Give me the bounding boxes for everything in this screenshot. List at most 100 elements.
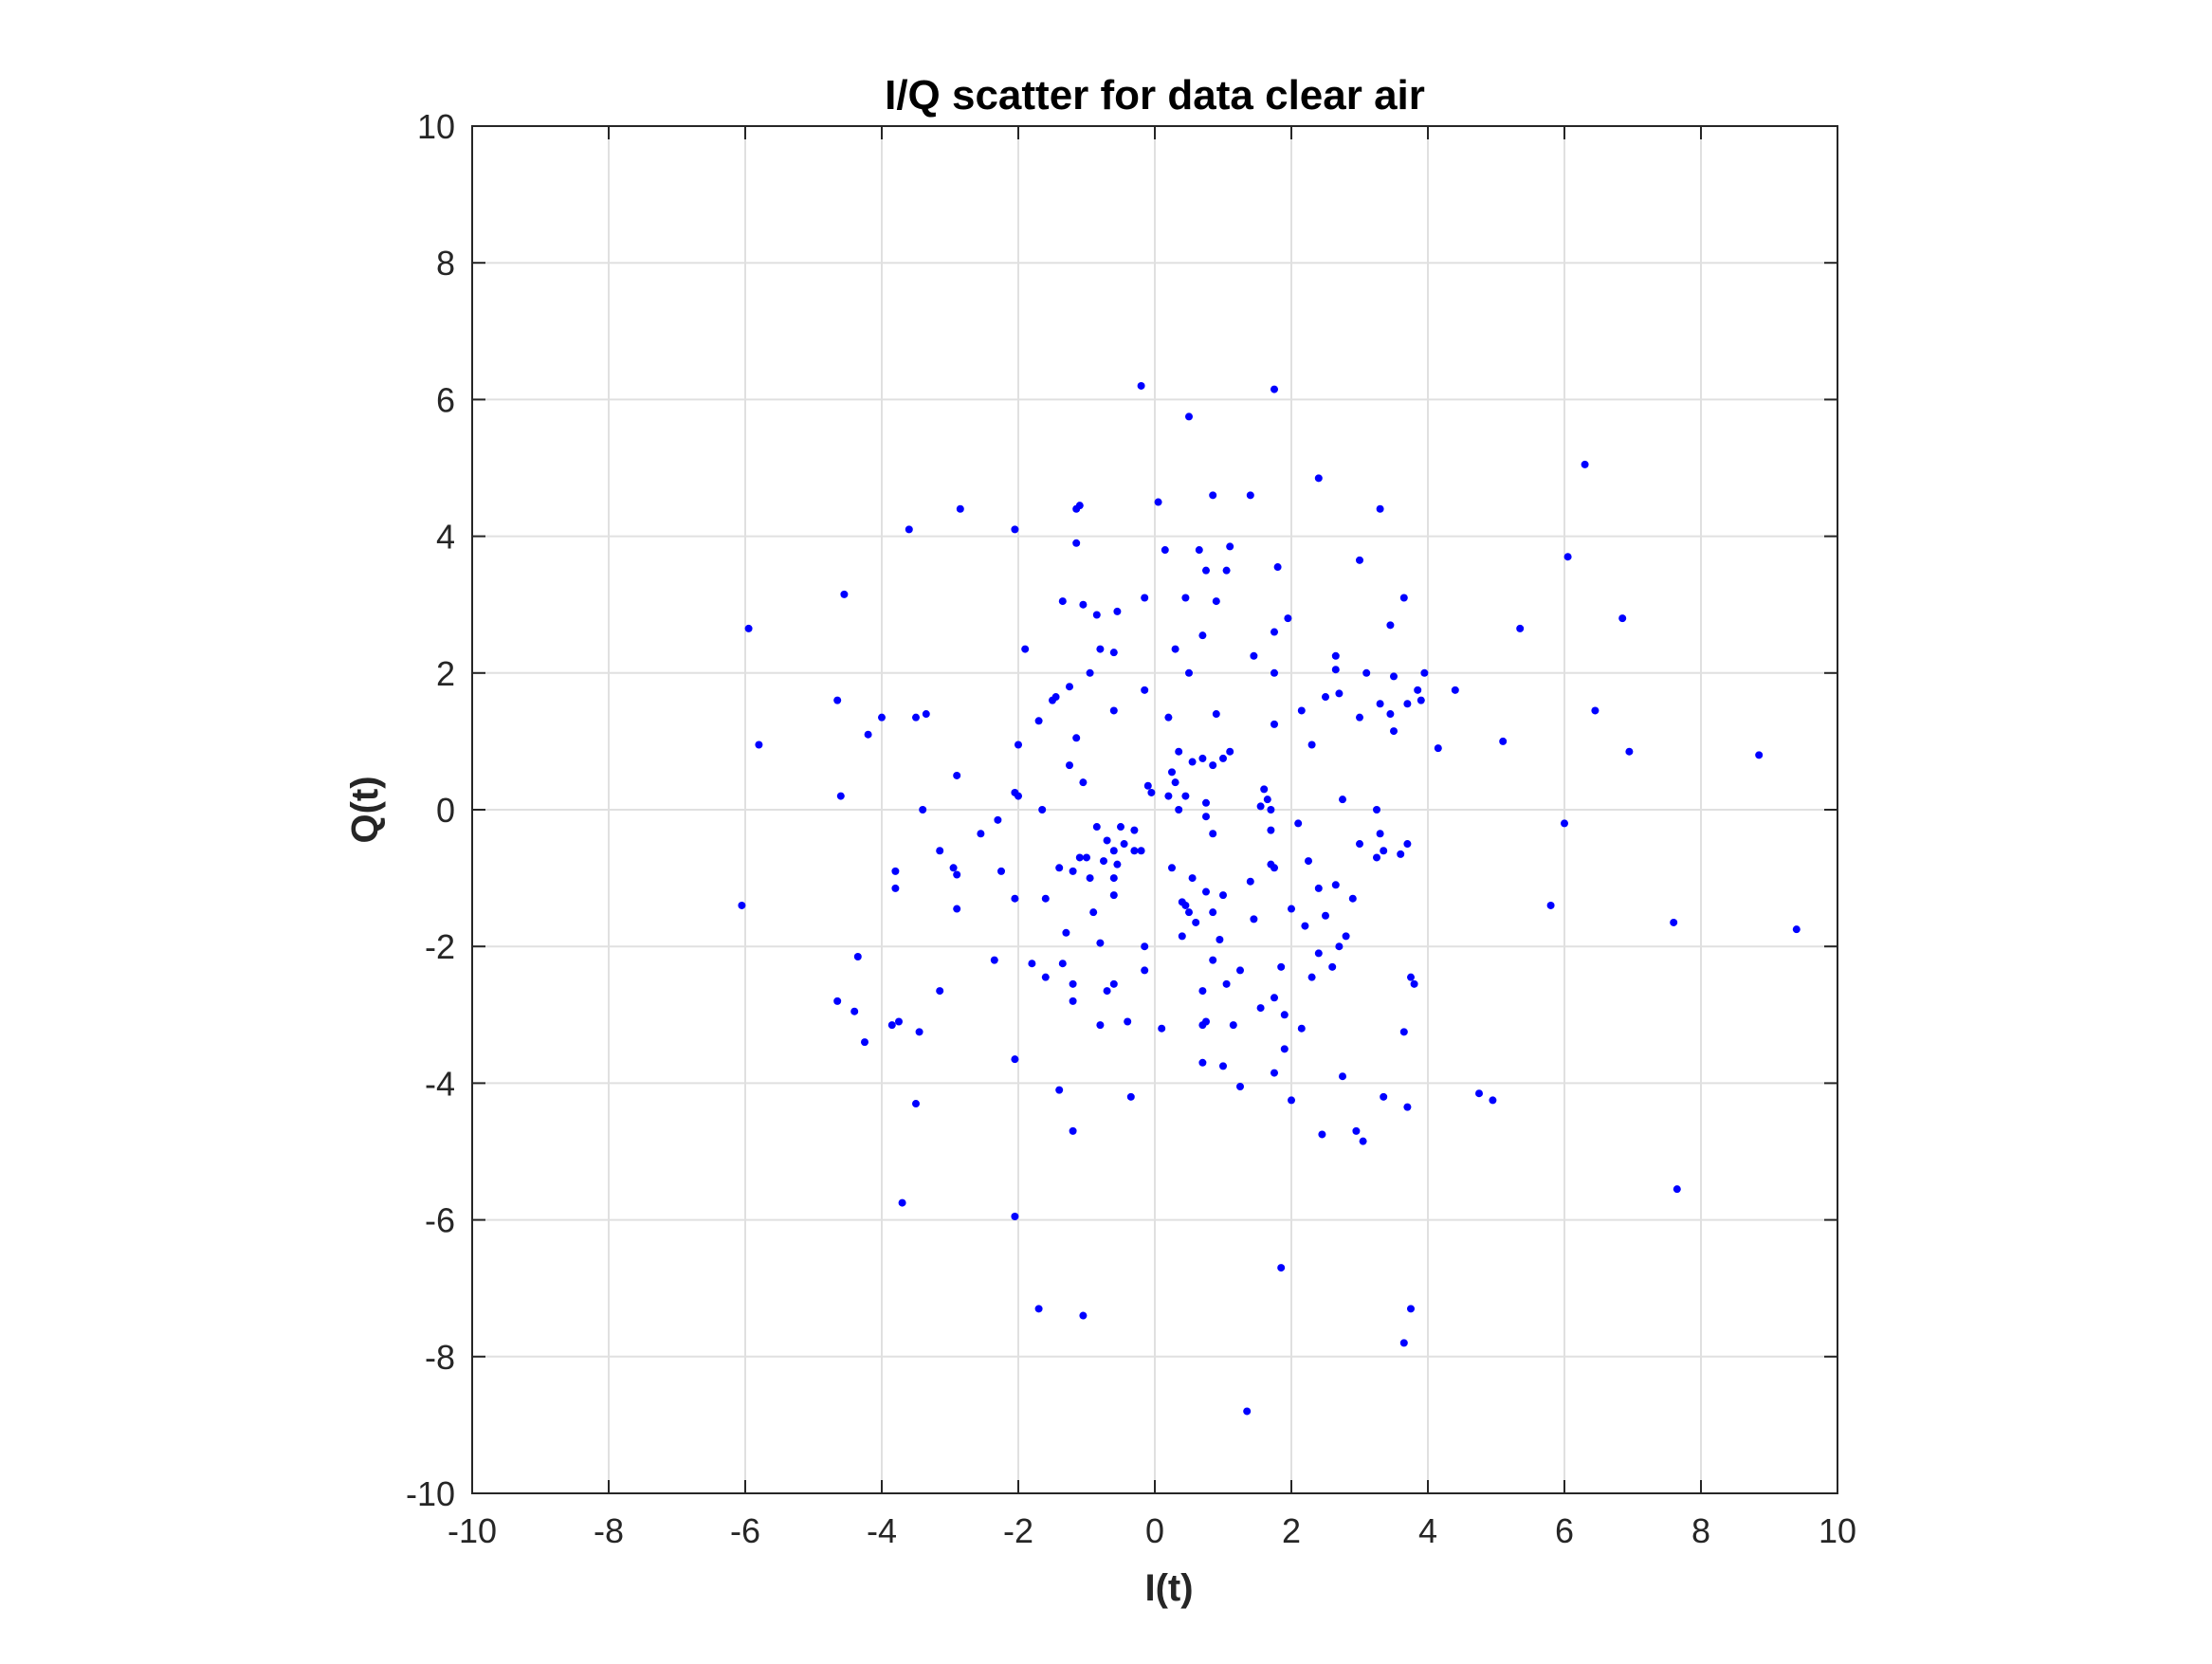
data-point bbox=[1185, 908, 1193, 917]
data-point bbox=[1011, 1212, 1019, 1220]
data-point bbox=[1062, 928, 1070, 937]
data-point bbox=[1089, 908, 1098, 917]
data-point bbox=[1256, 802, 1265, 811]
data-point bbox=[905, 525, 913, 534]
data-point bbox=[1209, 491, 1217, 500]
data-point bbox=[1188, 874, 1197, 883]
data-point bbox=[1288, 905, 1295, 913]
data-point bbox=[956, 504, 964, 513]
data-point bbox=[1198, 1058, 1207, 1067]
data-point bbox=[1216, 935, 1224, 943]
data-point bbox=[1280, 1011, 1289, 1019]
data-point bbox=[1331, 881, 1340, 889]
data-point bbox=[1267, 806, 1275, 814]
data-point bbox=[1120, 840, 1128, 849]
data-point bbox=[895, 1017, 903, 1026]
data-point bbox=[1376, 700, 1384, 708]
data-point bbox=[922, 710, 930, 719]
data-point bbox=[1198, 987, 1207, 996]
data-point bbox=[1403, 1103, 1412, 1111]
data-point bbox=[1092, 823, 1101, 832]
data-point bbox=[1236, 1083, 1244, 1091]
data-point bbox=[853, 953, 862, 961]
data-point bbox=[1271, 864, 1278, 872]
data-point bbox=[1420, 668, 1429, 677]
data-point bbox=[1103, 836, 1111, 845]
data-point bbox=[1618, 614, 1627, 623]
data-point bbox=[1390, 672, 1398, 681]
data-point bbox=[864, 730, 872, 739]
data-point bbox=[1202, 798, 1210, 807]
data-point bbox=[1297, 1024, 1306, 1033]
data-point bbox=[1141, 942, 1149, 951]
data-point bbox=[755, 741, 763, 749]
data-point bbox=[919, 806, 927, 814]
data-point bbox=[1168, 864, 1176, 872]
data-point bbox=[1434, 744, 1442, 753]
data-point bbox=[1028, 960, 1036, 968]
data-point bbox=[1322, 693, 1329, 702]
data-point bbox=[1546, 901, 1555, 909]
data-point bbox=[1055, 864, 1064, 872]
data-point bbox=[1181, 792, 1190, 800]
data-point bbox=[1130, 826, 1139, 834]
x-tick-label: 0 bbox=[1145, 1511, 1164, 1550]
data-point bbox=[1219, 891, 1227, 900]
data-point bbox=[1271, 385, 1278, 393]
data-point bbox=[1362, 668, 1371, 677]
data-point bbox=[1288, 1096, 1295, 1105]
data-point bbox=[1335, 689, 1344, 698]
data-point bbox=[1297, 706, 1306, 715]
data-point bbox=[1066, 683, 1073, 691]
data-point bbox=[994, 815, 1002, 824]
data-point bbox=[1175, 806, 1183, 814]
data-point bbox=[936, 847, 944, 855]
data-point bbox=[1561, 819, 1568, 828]
data-point bbox=[1280, 1045, 1289, 1053]
data-point bbox=[1171, 645, 1179, 653]
data-point bbox=[1342, 932, 1350, 941]
data-point bbox=[1096, 939, 1105, 947]
data-point bbox=[1376, 504, 1384, 513]
data-point bbox=[1305, 857, 1312, 866]
data-point bbox=[1209, 956, 1217, 964]
data-point bbox=[1284, 614, 1292, 623]
data-point bbox=[850, 1007, 859, 1015]
data-point bbox=[1109, 891, 1118, 900]
data-point bbox=[1069, 1126, 1077, 1135]
data-point bbox=[1376, 830, 1384, 838]
data-point bbox=[1673, 1185, 1681, 1194]
data-point bbox=[1075, 853, 1084, 862]
data-point bbox=[1277, 1264, 1286, 1272]
data-point bbox=[1399, 1028, 1408, 1036]
data-point bbox=[1079, 600, 1088, 609]
data-point bbox=[1100, 857, 1107, 866]
y-tick-label: -8 bbox=[425, 1338, 455, 1377]
data-point bbox=[1581, 460, 1589, 468]
data-point bbox=[997, 867, 1005, 875]
data-point bbox=[1386, 621, 1395, 630]
data-point bbox=[836, 792, 845, 800]
data-point bbox=[1314, 474, 1323, 483]
x-tick-label: 8 bbox=[1691, 1511, 1710, 1550]
data-point bbox=[1403, 700, 1412, 708]
data-point bbox=[1307, 741, 1316, 749]
x-tick-label: 6 bbox=[1555, 1511, 1574, 1550]
y-tick-label: -6 bbox=[425, 1201, 455, 1240]
data-point bbox=[912, 1100, 920, 1108]
data-point bbox=[1271, 628, 1278, 636]
data-point bbox=[1168, 768, 1176, 777]
data-point bbox=[1380, 1092, 1388, 1101]
data-point bbox=[878, 713, 886, 722]
data-point bbox=[1373, 853, 1380, 862]
data-point bbox=[1192, 918, 1200, 926]
data-point bbox=[1322, 911, 1329, 920]
data-point bbox=[1226, 542, 1234, 551]
data-point bbox=[1041, 894, 1050, 903]
data-point bbox=[1096, 1021, 1105, 1030]
data-point bbox=[1109, 874, 1118, 883]
data-point bbox=[1489, 1096, 1497, 1105]
data-point bbox=[1086, 668, 1094, 677]
data-point bbox=[953, 905, 961, 913]
